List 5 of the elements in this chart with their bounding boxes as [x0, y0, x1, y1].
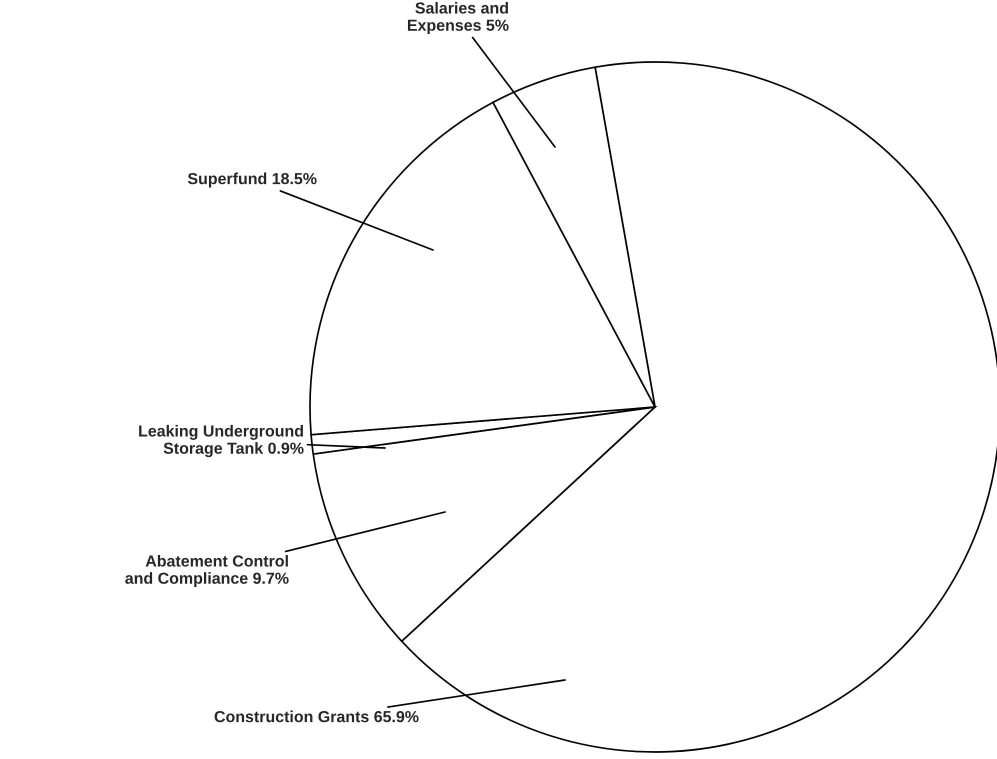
slice-label: Construction Grants 65.9% — [214, 710, 419, 722]
slice-label: Abatement Control and Compliance 9.7% — [125, 554, 289, 588]
slice-label: Superfund 18.5% — [188, 172, 317, 188]
slice-label: Leaking Underground Storage Tank 0.9% — [139, 424, 304, 458]
slice-label: Salaries and Expenses 5% — [408, 2, 509, 34]
